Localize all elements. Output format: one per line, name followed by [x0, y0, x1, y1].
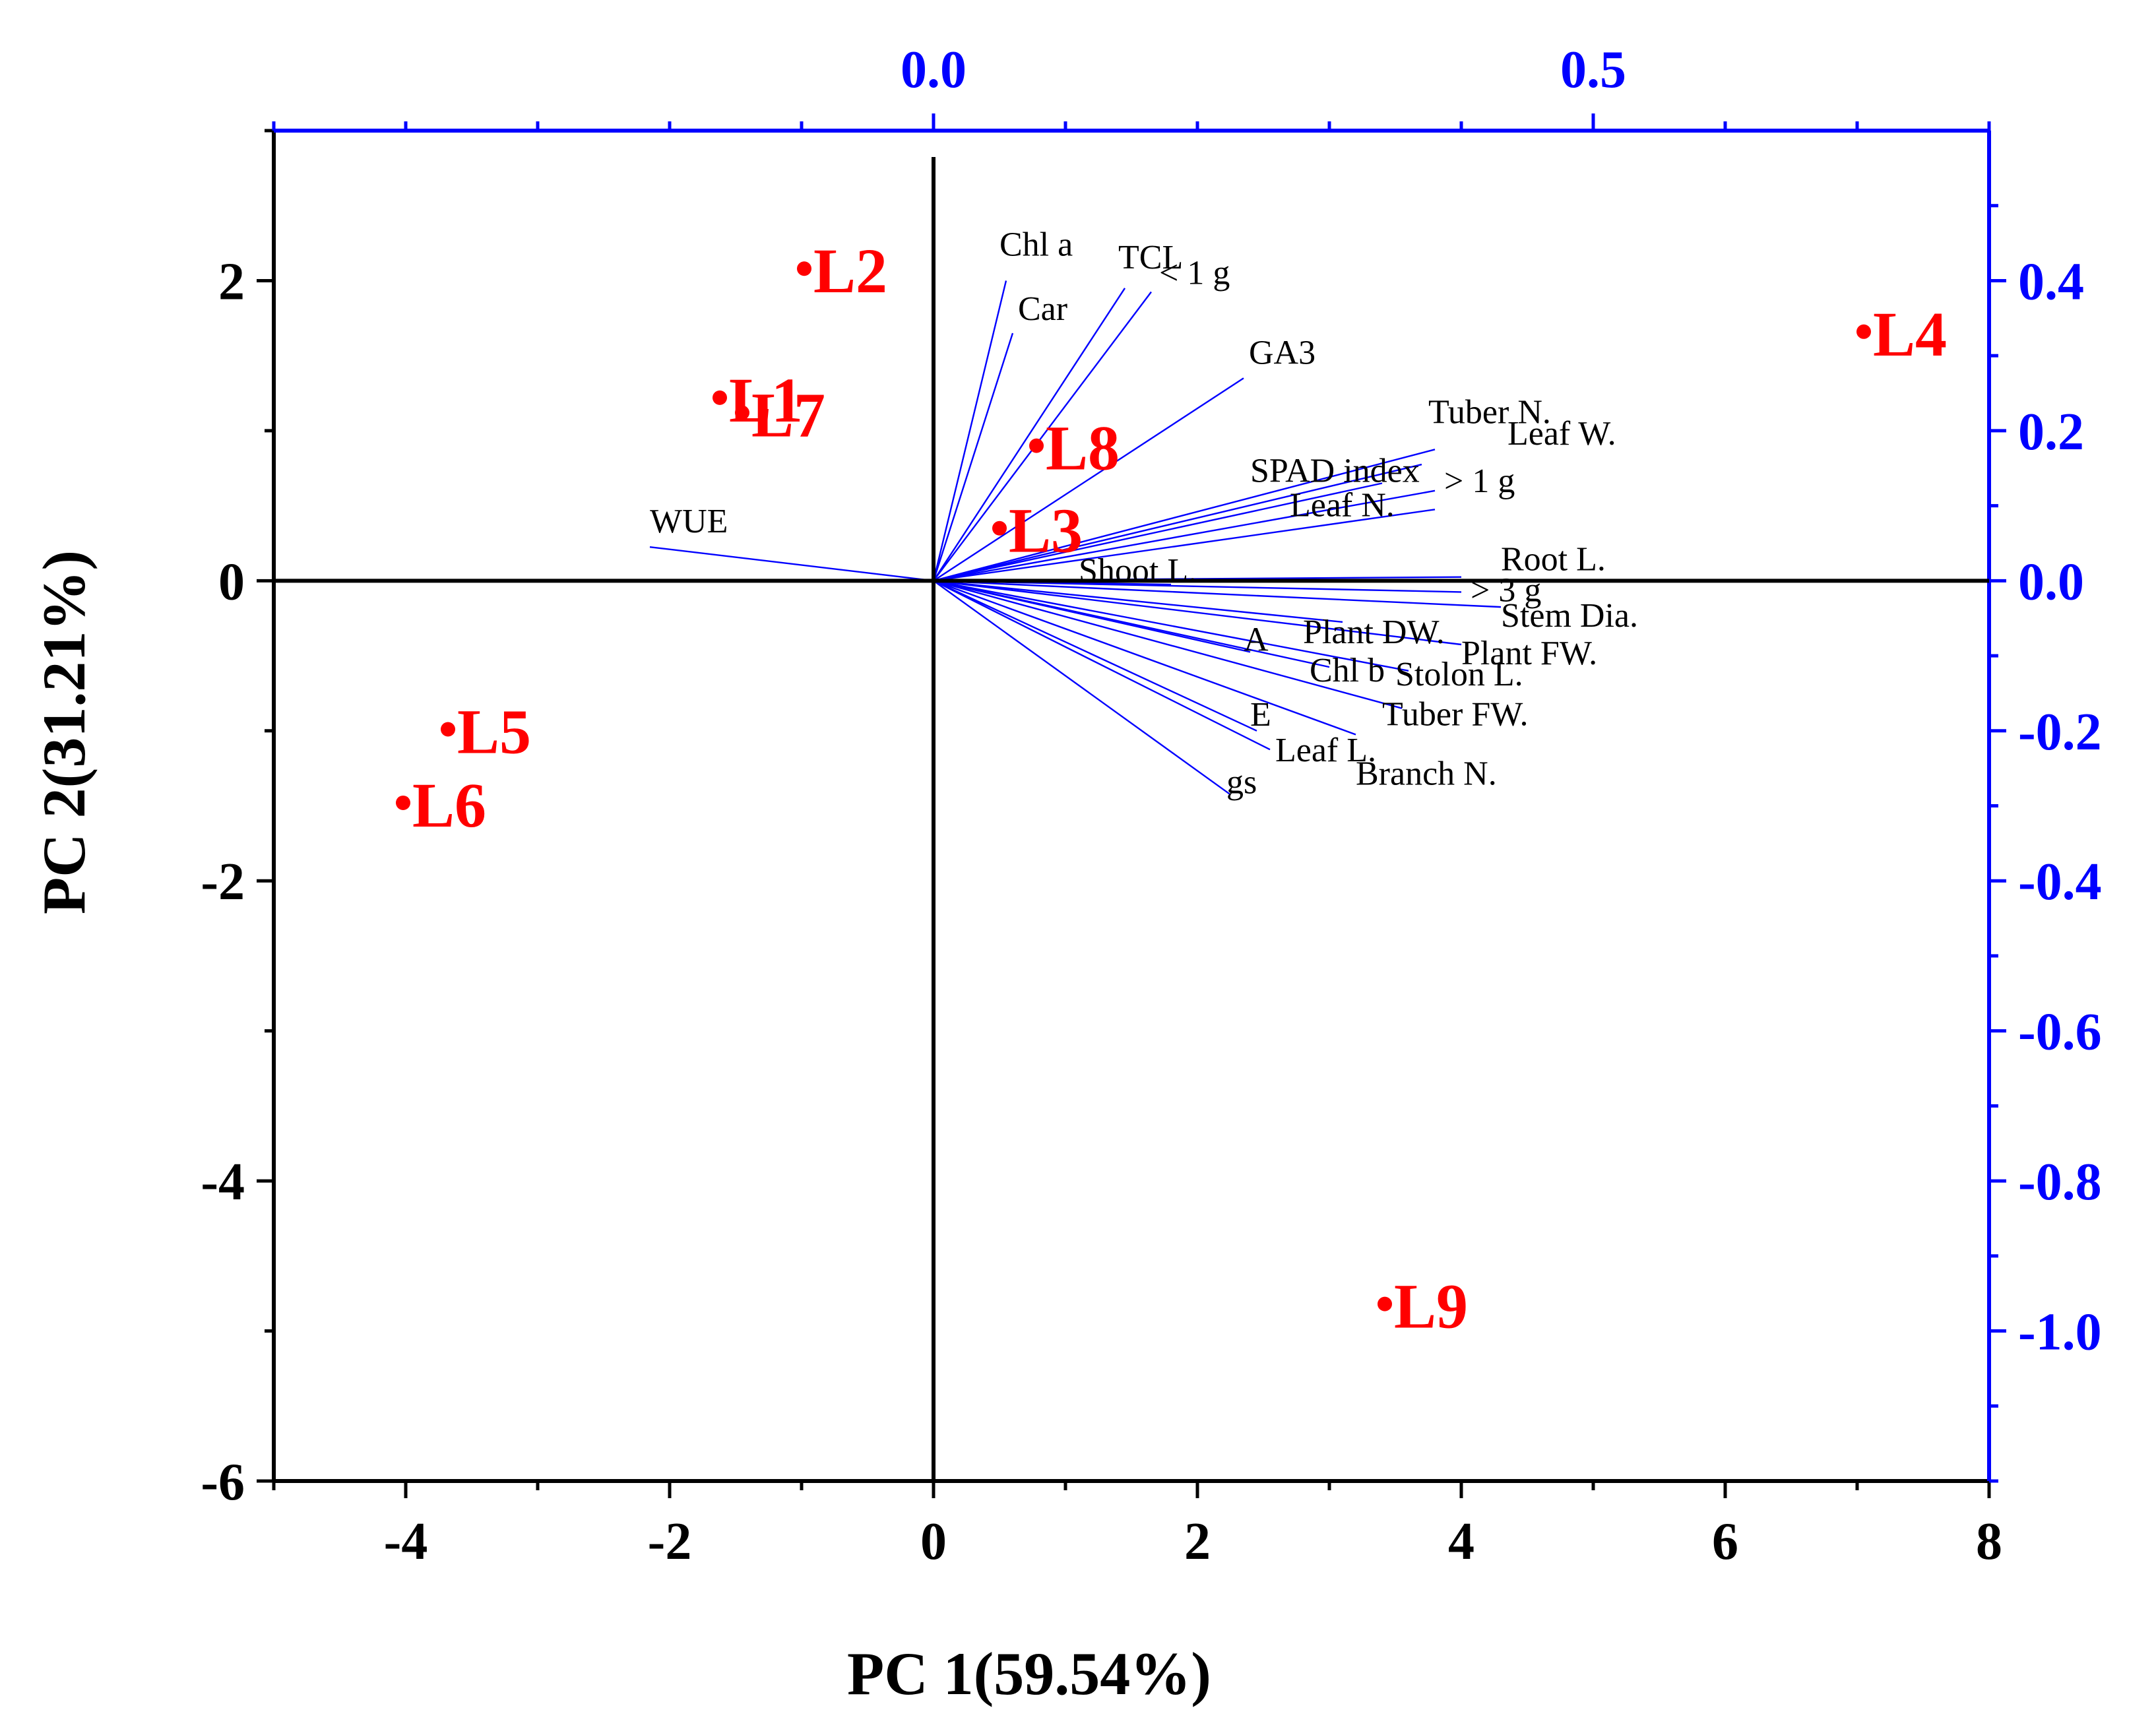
loading-label-gs: gs: [1226, 763, 1257, 801]
top-tick-label: 0.0: [901, 41, 967, 99]
axis-titles: PC 1(59.54%) PC 2(31.21%): [30, 550, 1211, 1707]
loading-vector-car: [932, 332, 1014, 581]
loading-label-chl-a: Chl a: [999, 226, 1073, 263]
right-tick-label: 0.4: [2018, 253, 2084, 311]
x-tick-label: 6: [1712, 1513, 1738, 1571]
loading-vector-stem-dia: [933, 580, 1502, 608]
y-tick-label: -4: [201, 1153, 245, 1211]
loading-vector-branch-n: [933, 580, 1356, 736]
score-point-l5: [441, 722, 455, 737]
right-tick-label: 0.0: [2018, 553, 2084, 611]
loading-vector-tcl: [932, 288, 1126, 581]
x-tick-label: 8: [1976, 1513, 2002, 1571]
x-tick-label: -4: [384, 1513, 428, 1571]
loading-label-root-l: Root L.: [1501, 541, 1606, 579]
score-point-l9: [1378, 1296, 1392, 1311]
y-tick-label: 2: [218, 253, 245, 311]
loading-label-spad-index: SPAD index: [1250, 452, 1420, 489]
loading-vector-gs: [933, 580, 1231, 796]
y-axis-title: PC 2(31.21%): [30, 550, 98, 914]
loading-label-ga3: GA3: [1249, 334, 1316, 371]
loading-label-plant-dw: Plant DW.: [1303, 614, 1445, 651]
right-tick-label: -0.8: [2018, 1153, 2102, 1211]
loading-vector-leaf-w: [933, 463, 1422, 582]
loading-vector-plant-dw: [933, 580, 1343, 623]
loading-label-leaf-n: Leaf N.: [1290, 486, 1395, 524]
score-point-l7: [735, 405, 749, 420]
score-label-l3: L3: [1009, 495, 1083, 566]
y-tick-label: 0: [218, 553, 245, 611]
score-point-l6: [396, 795, 410, 810]
loading-label-stem-dia: Stem Dia.: [1501, 597, 1638, 635]
score-label-l8: L8: [1046, 413, 1120, 484]
y-tick-label: -6: [201, 1453, 245, 1511]
right-tick-label: -0.6: [2018, 1003, 2102, 1061]
loading-vector-e: [933, 580, 1257, 732]
loading-label-branch-n: Branch N.: [1356, 755, 1497, 792]
score-point-l3: [992, 520, 1007, 536]
loading-label-e: E: [1250, 696, 1271, 734]
loading-vector-wue: [649, 546, 934, 582]
loading-vector-tuber-n: [933, 449, 1436, 582]
loading-label-car: Car: [1018, 290, 1067, 328]
loading-label-shoot-l: Shoot L.: [1079, 552, 1197, 590]
loading-label-lt-1-g: < 1 g: [1159, 255, 1230, 292]
score-point-l2: [797, 261, 811, 276]
score-label-l9: L9: [1394, 1271, 1468, 1342]
loading-label-tuber-n: Tuber N.: [1428, 393, 1551, 431]
loading-label-a: A: [1244, 621, 1269, 658]
axes: -4 -2 0 2 4 6 8 -6 -4 -2 0 2 0.0 0.5 -1.0 -0.8 -0.6 -0.4 -…: [201, 41, 2101, 1571]
loading-label-wue: WUE: [650, 503, 728, 540]
right-tick-label: -1.0: [2018, 1304, 2102, 1362]
loading-label-gt-1-g: > 1 g: [1444, 462, 1515, 500]
loading-label-chl-b: Chl b: [1310, 652, 1385, 689]
y-tick-label: -2: [201, 853, 245, 911]
loading-vector-stolon-l: [933, 580, 1409, 672]
x-tick-label: 4: [1448, 1513, 1474, 1571]
score-label-l6: L6: [412, 770, 486, 840]
loading-label-stolon-l: Stolon L.: [1395, 656, 1523, 693]
score-point-l8: [1029, 438, 1044, 453]
score-point-l4: [1856, 324, 1871, 339]
x-axis-title: PC 1(59.54%): [847, 1640, 1211, 1707]
loading-label-tuber-fw: Tuber FW.: [1382, 696, 1529, 734]
loading-vector-spad-index: [933, 482, 1383, 582]
loading-vector-leaf-l: [933, 580, 1271, 751]
top-tick-label: 0.5: [1560, 41, 1626, 99]
score-label-l2: L2: [813, 236, 887, 306]
score-label-l1: L1: [729, 365, 803, 435]
loading-label-leaf-l: Leaf L.: [1275, 732, 1376, 769]
right-tick-label: 0.2: [2018, 403, 2084, 461]
x-tick-label: -2: [648, 1513, 692, 1571]
loading-label-tcl: TCL: [1118, 239, 1183, 276]
loading-vector-leaf-n: [933, 509, 1436, 582]
loading-vector-ga3: [933, 377, 1244, 582]
score-label-l4: L4: [1873, 299, 1947, 369]
loading-label-gt-3-g: > 3 g: [1471, 571, 1541, 609]
x-tick-label: 0: [920, 1513, 947, 1571]
loading-labels: Chl a TCL< 1 g Car GA3 Tuber N.Leaf W. SPAD i…: [650, 226, 1638, 801]
loading-vector-gt-1-g: [933, 489, 1436, 582]
right-tick-label: -0.4: [2018, 853, 2102, 911]
loading-vector-chl-b: [933, 580, 1330, 668]
score-label-l7: L7: [751, 380, 825, 451]
loading-vector-chl-a: [932, 280, 1007, 581]
score-label-l5: L5: [457, 697, 531, 767]
loading-label-plant-fw: Plant FW.: [1461, 635, 1597, 672]
loading-label-leaf-w: Leaf W.: [1507, 415, 1616, 453]
loading-vector-lt-1-g: [933, 291, 1152, 582]
loading-vector-plant-fw: [933, 580, 1462, 646]
right-tick-label: -0.2: [2018, 703, 2102, 761]
x-tick-label: 2: [1184, 1513, 1211, 1571]
loading-vector-tuber-fw: [933, 580, 1403, 709]
score-point-l1: [713, 390, 727, 405]
